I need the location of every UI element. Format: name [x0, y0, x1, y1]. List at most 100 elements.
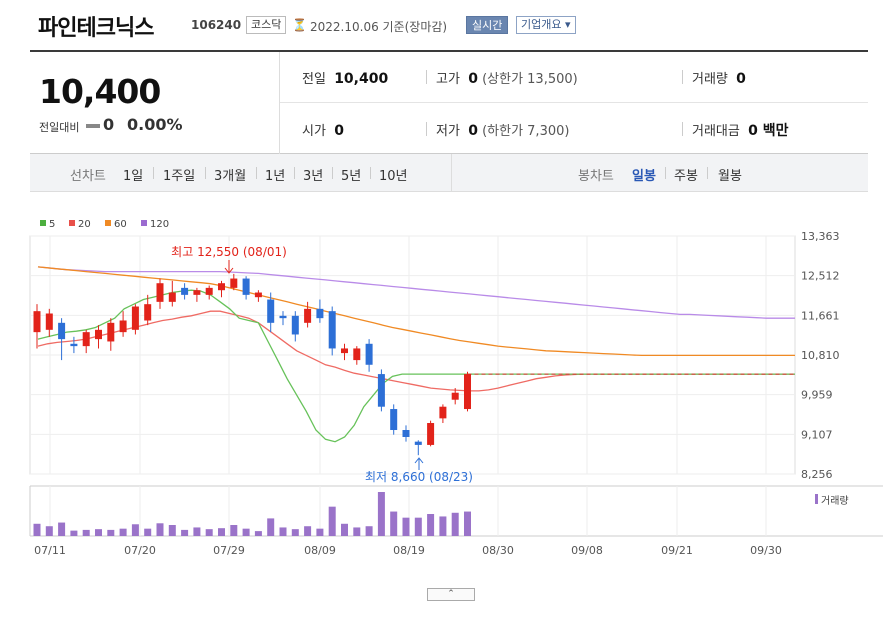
candle-body: [107, 322, 115, 342]
volume-bar: [390, 511, 398, 536]
candle-body: [205, 287, 213, 295]
tab-3y[interactable]: 3년: [303, 169, 324, 184]
x-tick-label: 07/20: [124, 544, 156, 557]
candle-body: [70, 343, 78, 347]
y-tick-label: 11,661: [801, 309, 840, 322]
candle-body: [168, 292, 176, 302]
divider: [682, 70, 683, 84]
candle-body: [279, 315, 287, 319]
divider: [426, 70, 427, 84]
x-tick-label: 09/08: [571, 544, 603, 557]
candle-body: [451, 392, 459, 400]
candle-body: [33, 311, 41, 333]
x-tick-label: 09/30: [750, 544, 782, 557]
candle-body: [45, 313, 53, 330]
candle-body: [304, 308, 312, 323]
volume-bar: [414, 517, 422, 536]
unchanged-icon: [86, 124, 100, 128]
volume-bar: [193, 527, 201, 536]
legend-swatch-20: [69, 220, 75, 226]
candle-body: [402, 430, 410, 437]
realtime-button[interactable]: 실시간: [466, 16, 509, 34]
candle-body: [267, 299, 275, 323]
volume-bar: [304, 526, 312, 536]
date-label: 2022.10.06 기준(장마감): [310, 20, 448, 34]
price-summary: 10,400 전일대비 0 0.00% 전일 10,400 고가 0 (상한가 …: [30, 50, 868, 154]
volume-bar: [242, 528, 250, 536]
divider: [332, 167, 333, 179]
volume-bar: [230, 525, 238, 536]
legend-label-60: 60: [114, 219, 127, 230]
stock-name: 파인테크닉스: [38, 16, 154, 41]
candle-body: [144, 304, 152, 321]
company-info-dropdown[interactable]: 기업개요 ▾: [516, 16, 576, 34]
low: 저가 0 (하한가 7,300): [436, 120, 569, 139]
divider: [256, 167, 257, 179]
volume-bar: [254, 531, 262, 536]
candle-body: [156, 283, 164, 302]
row-divider: [280, 102, 868, 103]
divider: [370, 167, 371, 179]
divider: [153, 167, 154, 179]
tab-10y[interactable]: 10년: [379, 169, 408, 184]
amount-value: 0 백만: [748, 123, 789, 139]
tab-daily[interactable]: 일봉: [632, 169, 656, 184]
volume-bar: [427, 514, 435, 536]
divider: [426, 122, 427, 136]
x-tick-label: 08/19: [393, 544, 425, 557]
divider: [665, 167, 666, 179]
candle-body: [230, 278, 238, 288]
y-tick-label: 9,107: [801, 428, 833, 441]
max-annotation: 최고 12,550 (08/01): [171, 245, 287, 259]
x-tick-label: 09/21: [661, 544, 693, 557]
ma5-line: [37, 289, 795, 443]
clock-icon: ⏳: [292, 18, 307, 32]
chevron-up-icon: ⌃: [447, 589, 455, 599]
candle-body: [316, 308, 324, 319]
ma60-line: [37, 266, 795, 357]
candle-body: [341, 348, 348, 354]
volume-bar: [377, 492, 385, 536]
x-tick-label: 07/29: [213, 544, 245, 557]
open: 시가 0: [302, 120, 344, 139]
high: 고가 0 (상한가 13,500): [436, 68, 578, 87]
ma20-line: [37, 310, 795, 392]
tab-monthly[interactable]: 월봉: [718, 169, 742, 184]
stock-code: 106240: [191, 18, 242, 32]
tab-weekly[interactable]: 주봉: [674, 169, 698, 184]
tab-3m[interactable]: 3개월: [214, 169, 247, 184]
volume-bar: [402, 517, 410, 536]
volume-bar: [279, 527, 287, 536]
legend-swatch-5: [40, 220, 46, 226]
divider: [707, 167, 708, 179]
volume-bar: [144, 528, 152, 536]
tab-1y[interactable]: 1년: [265, 169, 286, 184]
chevron-down-icon: ▾: [564, 18, 571, 31]
divider: [682, 122, 683, 136]
volume-bar: [119, 528, 127, 536]
candle-body: [218, 283, 225, 291]
prev-close: 전일 10,400: [302, 68, 388, 87]
candle-body: [328, 311, 336, 349]
tab-1d[interactable]: 1일: [123, 169, 144, 184]
tab-1w[interactable]: 1주일: [163, 169, 196, 184]
volume-bar: [131, 524, 139, 536]
volume-bar: [107, 529, 115, 536]
y-tick-label: 12,512: [801, 270, 840, 283]
volume-bar: [341, 523, 348, 536]
volume-bar: [291, 529, 299, 536]
x-tick-label: 08/30: [482, 544, 514, 557]
legend-label-5: 5: [49, 219, 55, 230]
volume-bar: [267, 518, 275, 536]
line-chart-label: 선차트: [70, 169, 106, 184]
current-price: 10,400: [39, 72, 161, 111]
volume-bar: [95, 529, 102, 536]
volume-bar: [218, 528, 225, 536]
legend-label-120: 120: [150, 219, 169, 230]
change-label: 전일대비: [39, 121, 80, 134]
tab-5y[interactable]: 5년: [341, 169, 362, 184]
candle-body: [131, 306, 139, 330]
y-tick-label: 8,256: [801, 468, 833, 481]
candle-body: [427, 423, 435, 445]
chart-expand-button[interactable]: ⌃: [427, 588, 475, 601]
